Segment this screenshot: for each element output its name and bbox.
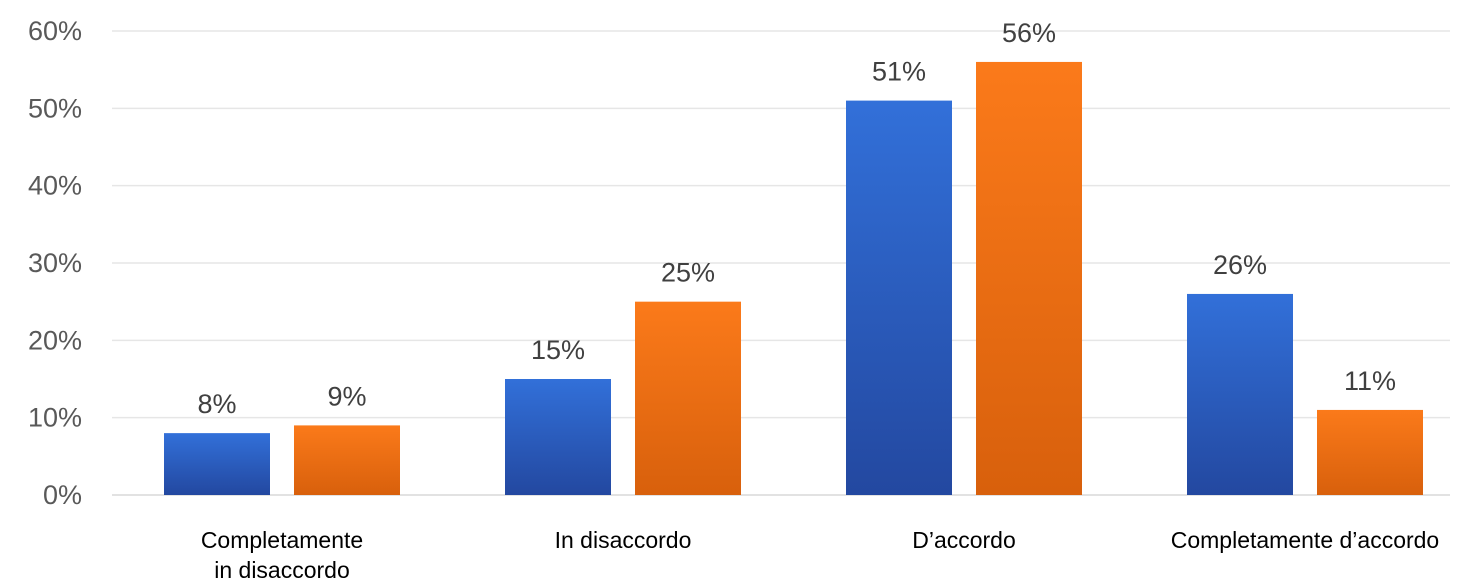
- y-tick-label: 50%: [28, 93, 82, 123]
- bar-series-1-cat-2: [505, 379, 611, 495]
- y-tick-label: 20%: [28, 325, 82, 355]
- y-tick-label: 30%: [28, 248, 82, 278]
- data-label: 9%: [327, 381, 366, 411]
- y-tick-label: 40%: [28, 171, 82, 201]
- category-label: Completamente d’accordo: [1171, 527, 1439, 553]
- bar-series-1-cat-3: [846, 100, 952, 495]
- data-labels: 8% 9% 15% 25% 51% 56% 26% 11%: [197, 18, 1396, 419]
- data-label: 8%: [197, 389, 236, 419]
- category-label: In disaccordo: [555, 527, 692, 553]
- category-labels: Completamente in disaccordo In disaccordo D…: [201, 527, 1439, 583]
- category-label: D’accordo: [912, 527, 1016, 553]
- bar-series-1-cat-1: [164, 433, 270, 495]
- data-label: 56%: [1002, 18, 1056, 48]
- bar-series-1-cat-4: [1187, 293, 1293, 495]
- y-tick-label: 60%: [28, 16, 82, 46]
- category-label: in disaccordo: [214, 557, 350, 583]
- data-label: 51%: [872, 57, 926, 87]
- bars: [164, 61, 1423, 495]
- bar-series-2-cat-4: [1317, 409, 1423, 495]
- data-label: 26%: [1213, 250, 1267, 280]
- y-tick-label: 0%: [43, 480, 82, 510]
- bar-series-2-cat-3: [976, 61, 1082, 495]
- bar-series-2-cat-1: [294, 425, 400, 495]
- data-label: 15%: [531, 335, 585, 365]
- data-label: 25%: [661, 258, 715, 288]
- gridlines: [112, 30, 1450, 496]
- data-label: 11%: [1344, 366, 1396, 396]
- y-tick-label: 10%: [28, 403, 82, 433]
- bar-series-2-cat-2: [635, 301, 741, 495]
- y-axis-tick-labels: 0% 10% 20% 30% 40% 50% 60%: [28, 16, 82, 510]
- category-label: Completamente: [201, 527, 363, 553]
